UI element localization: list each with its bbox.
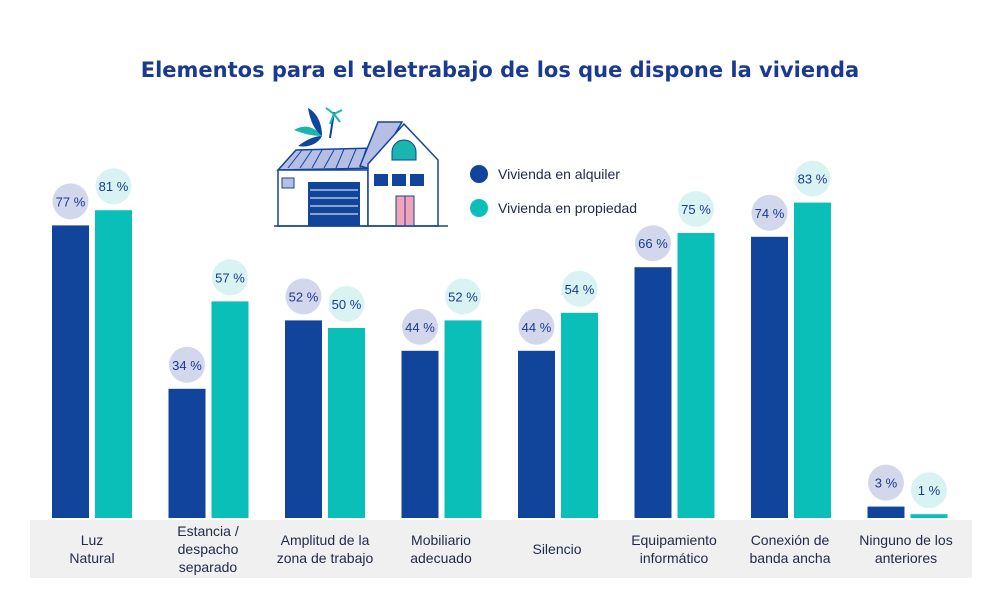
value-bubble <box>445 278 481 315</box>
bar-value-label: 50 % <box>332 297 362 312</box>
value-bubble <box>635 225 671 262</box>
bar-value-label: 3 % <box>875 476 898 491</box>
bar-vivienda-en-alquiler <box>751 236 788 519</box>
bar-vivienda-en-alquiler <box>518 350 555 518</box>
legend-dot-alquiler <box>470 165 488 183</box>
bars-group: 77 % 81 % 34 % 57 % 52 % 50 % 44 % 52 % 44 % 54 %… <box>52 160 948 519</box>
legend-label-alquiler: Vivienda en alquiler <box>498 166 620 182</box>
x-tick-label: Silencio <box>532 541 582 557</box>
value-bubble <box>95 168 132 205</box>
value-bubble <box>751 194 788 231</box>
category-label-band <box>30 520 972 578</box>
bar-value-label: 57 % <box>215 270 245 285</box>
x-tick-label: Amplitud de la zona de trabajo <box>276 532 374 566</box>
bar-value-label: 74 % <box>755 206 785 221</box>
bar-vivienda-en-propiedad <box>794 202 831 518</box>
legend-dot-propiedad <box>470 199 488 217</box>
bar-vivienda-en-propiedad <box>211 301 249 518</box>
bar-vivienda-en-propiedad <box>910 514 948 518</box>
bar-vivienda-en-alquiler <box>401 350 439 518</box>
bar-value-label: 81 % <box>99 179 129 194</box>
bar-value-label: 1 % <box>918 483 941 498</box>
bar-vivienda-en-propiedad <box>95 210 132 518</box>
x-tick-label: Estancia / despacho separado <box>177 523 239 575</box>
x-tick-label: Luz Natural <box>69 532 115 566</box>
x-tick-label: Mobiliario adecuado <box>410 532 472 566</box>
bar-value-label: 44 % <box>405 320 435 335</box>
bar-value-label: 52 % <box>448 289 478 304</box>
bar-vivienda-en-propiedad <box>561 312 598 518</box>
bar-value-label: 75 % <box>681 202 711 217</box>
legend-item-propiedad: Vivienda en propiedad <box>470 198 637 218</box>
x-tick-label: Equipamiento informático <box>631 532 717 566</box>
value-bubble <box>868 464 904 501</box>
bar-value-label: 77 % <box>56 194 86 209</box>
value-bubble <box>328 286 365 322</box>
value-bubble <box>561 270 598 307</box>
bar-vivienda-en-alquiler <box>168 388 206 518</box>
bar-vivienda-en-alquiler <box>867 506 905 518</box>
value-bubble <box>518 308 555 345</box>
bar-vivienda-en-alquiler <box>285 320 322 518</box>
bar-vivienda-en-alquiler <box>52 225 89 518</box>
value-bubble <box>678 191 714 227</box>
value-bubble <box>794 160 831 197</box>
value-bubble <box>285 278 322 315</box>
bar-vivienda-en-propiedad <box>444 320 482 518</box>
value-bubble <box>402 308 438 345</box>
bar-value-label: 34 % <box>172 358 202 373</box>
x-tick-label: Conexión de banda ancha <box>749 532 831 566</box>
legend-label-propiedad: Vivienda en propiedad <box>498 200 638 216</box>
bar-value-label: 52 % <box>289 289 319 304</box>
bar-value-label: 44 % <box>522 320 552 335</box>
value-bubble <box>212 259 248 296</box>
chart-legend: Vivienda en alquiler Vivienda en propied… <box>470 164 637 232</box>
legend-item-alquiler: Vivienda en alquiler <box>470 164 637 184</box>
bar-value-label: 83 % <box>798 172 828 187</box>
chart-title: Elementos para el teletrabajo de los que… <box>140 58 860 82</box>
bar-vivienda-en-alquiler <box>634 267 672 518</box>
bar-value-label: 66 % <box>638 236 668 251</box>
bar-value-label: 54 % <box>565 282 595 297</box>
x-tick-label: Ninguno de los anteriores <box>859 532 953 566</box>
value-bubble <box>52 183 89 220</box>
value-bubble <box>911 472 947 509</box>
house-illustration <box>274 107 448 227</box>
value-bubble <box>169 346 205 383</box>
bar-vivienda-en-propiedad <box>328 328 365 518</box>
bar-vivienda-en-propiedad <box>677 233 715 518</box>
